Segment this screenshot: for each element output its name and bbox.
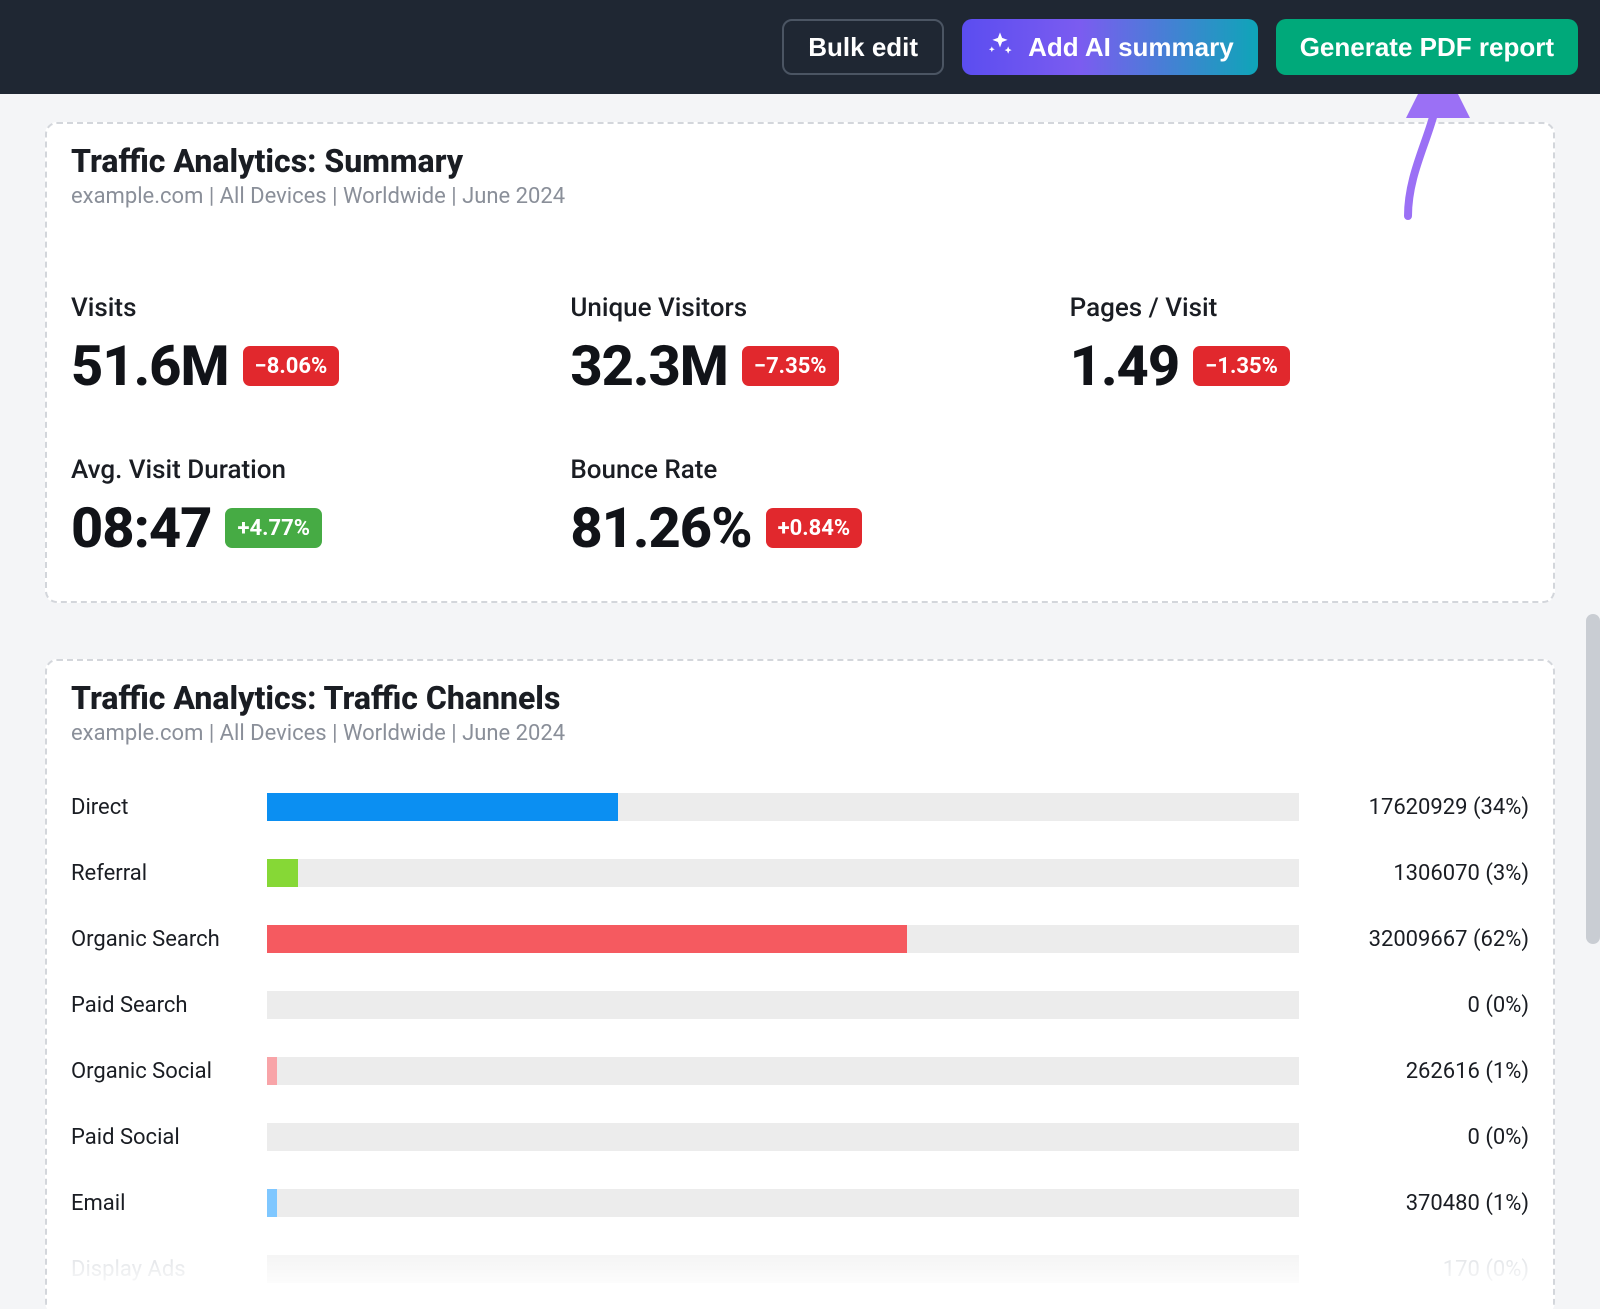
channels-title: Traffic Analytics: Traffic Channels [71, 679, 1529, 717]
channel-value: 17620929 (34%) [1299, 795, 1529, 820]
channel-row: Organic Search 32009667 (62%) [71, 906, 1529, 972]
channel-row: Display Ads 170 (0%) [71, 1236, 1529, 1302]
metric-value: 32.3M [570, 333, 728, 399]
metric-delta-badge: −7.35% [742, 346, 839, 386]
channel-row: Direct 17620929 (34%) [71, 774, 1529, 840]
metric-delta-badge: −8.06% [243, 346, 340, 386]
metrics-grid: Visits 51.6M −8.06% Unique Visitors 32.3M −7.… [71, 293, 1529, 561]
channel-bar-track [267, 991, 1299, 1019]
metric-value-row: 32.3M −7.35% [570, 333, 1029, 399]
channels-subtitle: example.com | All Devices | Worldwide | … [71, 721, 1529, 746]
channel-bar-track [267, 925, 1299, 953]
channel-bar-track [267, 1057, 1299, 1085]
metric-value: 81.26% [570, 495, 751, 561]
add-ai-summary-button[interactable]: Add AI summary [962, 19, 1258, 75]
channel-value: 370480 (1%) [1299, 1191, 1529, 1216]
channels-card: Traffic Analytics: Traffic Channels exam… [45, 659, 1555, 1309]
bulk-edit-button[interactable]: Bulk edit [782, 19, 944, 75]
metric-label: Pages / Visit [1070, 293, 1529, 323]
channel-label: Direct [71, 795, 267, 820]
metric-value: 08:47 [71, 495, 211, 561]
metric-delta-badge: −1.35% [1193, 346, 1290, 386]
metric-value-row: 1.49 −1.35% [1070, 333, 1529, 399]
summary-card: Traffic Analytics: Summary example.com |… [45, 122, 1555, 603]
channel-value: 262616 (1%) [1299, 1059, 1529, 1084]
add-ai-summary-label: Add AI summary [1028, 32, 1234, 63]
summary-title: Traffic Analytics: Summary [71, 142, 1529, 180]
channel-label: Organic Social [71, 1059, 267, 1084]
channel-row: Organic Social 262616 (1%) [71, 1038, 1529, 1104]
metric-label: Avg. Visit Duration [71, 455, 530, 485]
channel-bar-track [267, 1123, 1299, 1151]
scrollbar-thumb[interactable] [1586, 614, 1600, 944]
channel-value: 0 (0%) [1299, 1125, 1529, 1150]
channel-row: Paid Search 0 (0%) [71, 972, 1529, 1038]
channel-row: Email 370480 (1%) [71, 1170, 1529, 1236]
metric-label: Visits [71, 293, 530, 323]
channel-label: Paid Search [71, 993, 267, 1018]
metric-value-row: 51.6M −8.06% [71, 333, 530, 399]
metric-cell: Visits 51.6M −8.06% [71, 293, 530, 399]
metric-value: 51.6M [71, 333, 229, 399]
channel-bar-track [267, 1189, 1299, 1217]
metric-cell: Bounce Rate 81.26% +0.84% [570, 455, 1029, 561]
metric-cell: Pages / Visit 1.49 −1.35% [1070, 293, 1529, 399]
channel-value: 1306070 (3%) [1299, 861, 1529, 886]
generate-pdf-button[interactable]: Generate PDF report [1276, 19, 1578, 75]
summary-subtitle: example.com | All Devices | Worldwide | … [71, 184, 1529, 209]
channel-label: Email [71, 1191, 267, 1216]
metric-label: Unique Visitors [570, 293, 1029, 323]
channel-label: Paid Social [71, 1125, 267, 1150]
channel-bar-track [267, 793, 1299, 821]
channel-bar-fill [267, 859, 298, 887]
metric-delta-badge: +0.84% [766, 508, 863, 548]
channel-bar-fill [267, 1189, 277, 1217]
channel-value: 0 (0%) [1299, 993, 1529, 1018]
channel-bar-track [267, 1255, 1299, 1283]
channel-label: Referral [71, 861, 267, 886]
channel-bar-fill [267, 925, 907, 953]
metric-value-row: 08:47 +4.77% [71, 495, 530, 561]
channel-row: Referral 1306070 (3%) [71, 840, 1529, 906]
metric-cell: Avg. Visit Duration 08:47 +4.77% [71, 455, 530, 561]
metric-value-row: 81.26% +0.84% [570, 495, 1029, 561]
channels-list: Direct 17620929 (34%) Referral 1306070 (3%)… [71, 774, 1529, 1302]
channel-bar-track [267, 859, 1299, 887]
channel-value: 170 (0%) [1299, 1257, 1529, 1282]
channel-label: Display Ads [71, 1257, 267, 1282]
metric-value: 1.49 [1070, 333, 1179, 399]
page-body: Traffic Analytics: Summary example.com |… [0, 94, 1600, 1309]
sparkle-icon [986, 30, 1014, 65]
metric-label: Bounce Rate [570, 455, 1029, 485]
topbar: Bulk edit Add AI summary Generate PDF re… [0, 0, 1600, 94]
channel-value: 32009667 (62%) [1299, 927, 1529, 952]
metric-delta-badge: +4.77% [225, 508, 322, 548]
channel-bar-fill [267, 1057, 277, 1085]
channel-row: Paid Social 0 (0%) [71, 1104, 1529, 1170]
channel-label: Organic Search [71, 927, 267, 952]
channel-bar-fill [267, 793, 618, 821]
metric-cell: Unique Visitors 32.3M −7.35% [570, 293, 1029, 399]
